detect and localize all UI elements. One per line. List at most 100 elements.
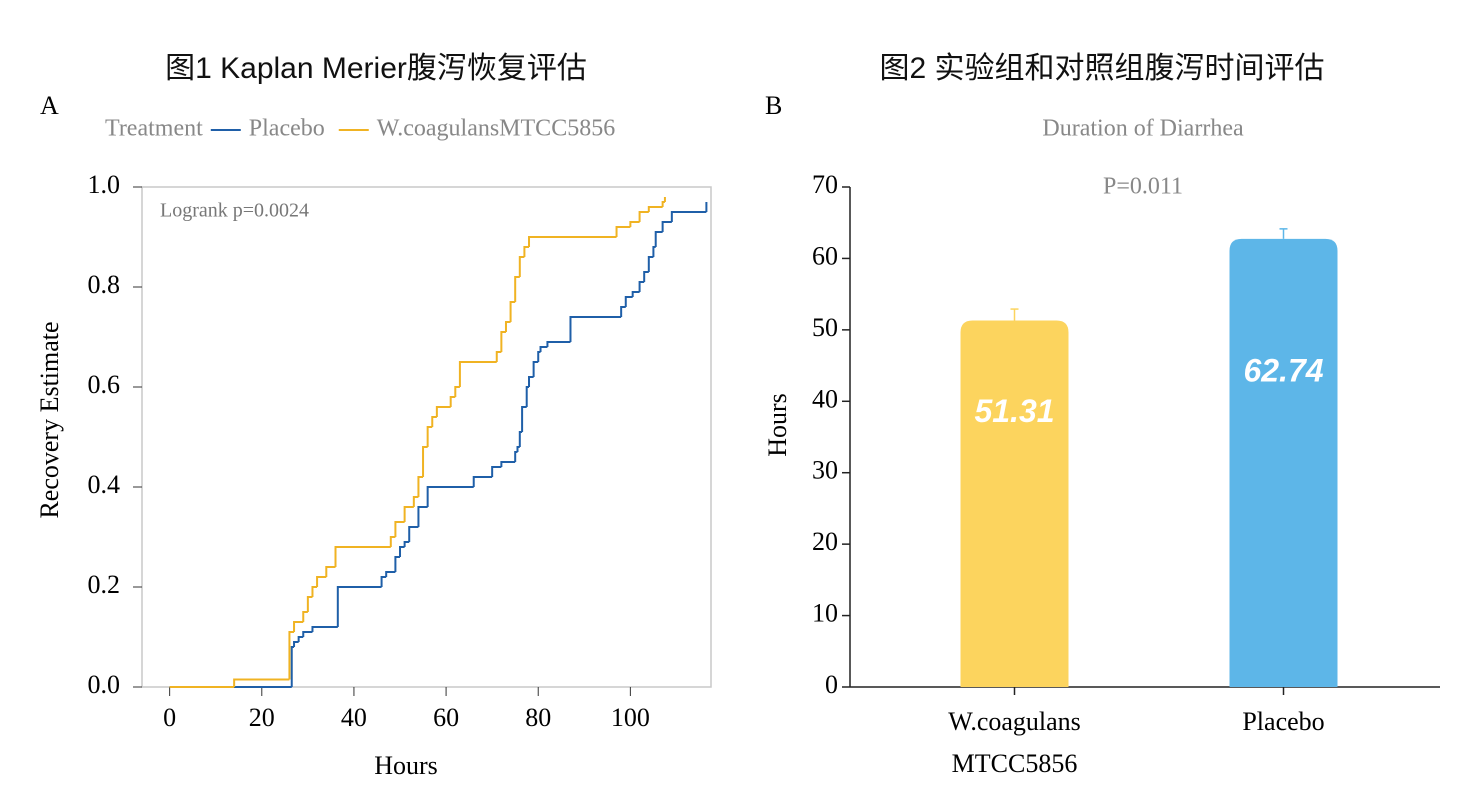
step-segment [389, 536, 396, 547]
y-tick-label: 50 [812, 313, 838, 342]
step-segment [647, 256, 654, 272]
step-segment [495, 351, 502, 362]
step-segment [528, 236, 617, 247]
y-tick-label: 40 [812, 384, 838, 413]
step-segment [394, 521, 405, 537]
step-segment [288, 631, 295, 680]
step-segment [638, 211, 649, 222]
step-segment [316, 576, 327, 587]
step-segment [615, 226, 631, 237]
y-tick-label: 1.0 [88, 170, 121, 199]
step-segment [647, 206, 663, 212]
step-segment [523, 246, 530, 257]
step-segment [422, 446, 428, 477]
step-segment [454, 386, 460, 397]
step-segment [500, 331, 506, 352]
step-segment [458, 361, 497, 387]
step-segment [661, 201, 665, 207]
step-segment [380, 576, 387, 587]
step-segment [514, 451, 518, 462]
step-segment [539, 346, 548, 352]
step-segment [509, 301, 516, 322]
x-tick-label: 0 [163, 703, 176, 732]
step-segment [500, 461, 516, 467]
step-segment [302, 631, 313, 637]
step-segment [233, 678, 290, 687]
annotation: Logrank p=0.0024 [160, 200, 309, 222]
panel-label: B [765, 91, 782, 120]
step-segment [532, 361, 539, 377]
step-segment [569, 316, 622, 342]
step-segment [537, 351, 541, 362]
x-tick-label: Placebo [1242, 707, 1324, 736]
step-segment [403, 506, 414, 522]
step-segment [297, 636, 304, 642]
x-tick-label: 20 [249, 703, 275, 732]
step-segment [631, 291, 640, 297]
step-segment [518, 256, 525, 277]
plot-frame [141, 186, 712, 688]
step-segment [472, 476, 493, 487]
step-segment [629, 221, 640, 227]
panel-label: A [40, 91, 59, 120]
step-segment [293, 641, 299, 647]
chart-title: 图2 实验组和对照组腹泻时间评估 [879, 52, 1324, 85]
step-segment [670, 211, 707, 222]
legend-label: W.coagulansMTCC5856 [377, 116, 615, 142]
step-segment [449, 396, 456, 407]
legend-title: Treatment [105, 116, 203, 142]
step-segment [504, 321, 511, 332]
step-segment [306, 596, 313, 612]
x-tick-label: 60 [433, 703, 459, 732]
y-axis-label: Hours [763, 393, 792, 457]
subtitle: Duration of Diarrhea [1042, 116, 1244, 142]
step-segment [336, 586, 382, 627]
step-segment [643, 271, 649, 282]
step-segment [514, 276, 520, 302]
y-tick-label: 0.0 [88, 670, 121, 699]
step-segment [302, 611, 308, 622]
chart-title: 图1 Kaplan Merier腹泻恢复评估 [165, 52, 587, 85]
step-segment [417, 506, 428, 527]
x-axis-label: Hours [374, 751, 438, 780]
y-tick-label: 10 [812, 599, 838, 628]
y-tick-label: 0.4 [88, 470, 121, 499]
y-tick-label: 70 [812, 170, 838, 199]
y-tick-label: 0.2 [88, 570, 121, 599]
value-label: 51.31 [974, 393, 1054, 429]
step-segment [652, 246, 656, 257]
annotation: P=0.011 [1103, 174, 1183, 200]
y-tick-label: 0.6 [88, 370, 121, 399]
y-tick-label: 0.8 [88, 270, 121, 299]
step-segment [417, 476, 424, 497]
step-segment [431, 416, 437, 427]
step-segment [290, 646, 295, 687]
step-segment [661, 221, 672, 232]
step-segment [620, 306, 626, 317]
step-segment [426, 486, 474, 507]
step-segment [525, 386, 530, 407]
step-segment [546, 341, 571, 347]
x-tick-label: 80 [525, 703, 551, 732]
step-segment [334, 546, 391, 567]
step-segment [403, 541, 410, 547]
step-segment [654, 231, 663, 247]
y-tick-label: 20 [812, 527, 838, 556]
step-segment [491, 466, 502, 477]
step-segment [394, 556, 401, 572]
step-segment [311, 586, 318, 597]
step-segment [518, 431, 523, 447]
step-segment [528, 376, 534, 387]
step-segment [412, 496, 419, 507]
y-tick-label: 60 [812, 241, 838, 270]
step-segment [624, 296, 633, 307]
value-label: 62.74 [1243, 352, 1323, 388]
step-segment [399, 546, 405, 557]
bar [1229, 238, 1338, 687]
step-segment [521, 406, 527, 432]
y-axis-label: Recovery Estimate [35, 321, 64, 518]
x-tick-label: W.coagulans MTCC5856 [948, 707, 1081, 778]
step-segment [638, 281, 645, 292]
y-tick-label: 30 [812, 456, 838, 485]
